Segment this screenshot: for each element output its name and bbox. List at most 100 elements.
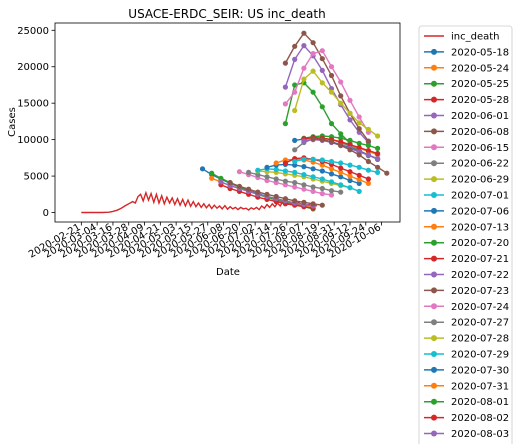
series-point: [356, 126, 362, 132]
legend-label: 2020-07-24: [451, 302, 509, 313]
legend-marker: [431, 351, 437, 357]
series-2020-08-10: [310, 136, 390, 176]
series-point: [301, 76, 307, 82]
legend-marker: [431, 223, 437, 230]
series-point: [301, 199, 307, 205]
series-point: [292, 137, 298, 143]
legend-label: 2020-05-28: [451, 95, 509, 106]
series-point: [301, 172, 307, 178]
legend-label: 2020-06-08: [451, 127, 509, 138]
series-point: [347, 177, 353, 184]
series-point: [328, 166, 335, 172]
legend-marker: [431, 160, 437, 167]
legend-label: 2020-06-15: [451, 143, 509, 154]
legend-label: 2020-08-02: [451, 413, 509, 424]
series-2020-06-15: [236, 169, 335, 198]
series-point: [282, 84, 288, 90]
series-line: [294, 158, 378, 174]
legend-marker: [431, 80, 437, 87]
series-point: [292, 43, 298, 49]
series-point: [365, 126, 371, 132]
series-point: [209, 175, 215, 181]
series-point: [319, 137, 325, 143]
legend-label: 2020-07-30: [451, 365, 509, 376]
series-point: [338, 100, 344, 106]
series-point: [292, 89, 298, 95]
series-point: [347, 110, 353, 116]
series-point: [356, 140, 362, 146]
legend-frame: [418, 25, 513, 444]
series-point: [301, 186, 307, 192]
series-2020-07-23: [282, 30, 371, 144]
series-point: [301, 43, 307, 49]
y-tick-label: 15000: [17, 99, 49, 110]
series-point: [347, 169, 353, 175]
chart-title: USACE-ERDC_SEIR: US inc_death: [128, 7, 325, 21]
plot-frame: [54, 22, 401, 223]
series-2020-07-06: [264, 161, 362, 186]
series-point: [356, 177, 362, 183]
series-point: [356, 114, 362, 120]
series-point: [375, 164, 381, 170]
series-point: [319, 80, 325, 86]
series-point: [384, 170, 390, 176]
series-point: [347, 117, 353, 123]
legend-label: 2020-07-22: [451, 270, 509, 281]
series-point: [310, 51, 316, 57]
series-point: [328, 188, 335, 194]
legend-label: 2020-07-28: [451, 334, 509, 345]
series-line: [284, 44, 369, 143]
legend-label: 2020-07-21: [451, 254, 509, 265]
series-point: [310, 184, 316, 190]
series-point: [319, 185, 325, 192]
series-point: [218, 175, 224, 181]
series-point: [375, 133, 381, 139]
series-point: [292, 180, 298, 186]
series-2020-06-22: [246, 169, 344, 195]
series-point: [218, 179, 224, 185]
series-point: [338, 142, 344, 149]
series-point: [292, 107, 298, 114]
series-point: [292, 162, 298, 168]
series-line: [294, 70, 379, 137]
legend-marker: [431, 128, 437, 135]
legend-marker: [431, 112, 437, 119]
series-point: [292, 158, 298, 165]
series-point: [264, 177, 270, 184]
series-point: [365, 142, 371, 149]
y-tick-label: 5000: [24, 172, 49, 183]
series-point: [356, 164, 362, 170]
series-point: [292, 56, 298, 63]
legend-label: 2020-07-23: [451, 286, 509, 297]
legend-marker: [431, 398, 437, 405]
y-tick-label: 25000: [17, 26, 49, 37]
series-point: [273, 160, 279, 166]
series-point: [319, 67, 325, 73]
series-point: [328, 171, 335, 177]
series-point: [338, 139, 344, 145]
series-point: [319, 176, 325, 182]
series-point: [365, 152, 371, 158]
legend-marker: [431, 303, 437, 310]
series-point: [365, 138, 371, 144]
legend-marker: [431, 366, 437, 373]
legend-label: 2020-08-03: [451, 429, 509, 440]
series-point: [282, 182, 288, 188]
series-point: [338, 131, 344, 137]
plot-lines: [81, 30, 390, 214]
series-point: [282, 196, 288, 202]
legend-label: 2020-08-01: [451, 397, 509, 408]
series-line: [284, 49, 369, 133]
legend-marker: [431, 335, 437, 342]
series-point: [264, 174, 270, 180]
series-point: [328, 179, 335, 185]
series-2020-07-29: [292, 156, 381, 175]
series-point: [347, 97, 353, 103]
series-point: [292, 184, 298, 190]
series-point: [310, 174, 316, 180]
series-point: [199, 166, 206, 172]
legend-marker: [431, 207, 437, 214]
series-point: [255, 167, 261, 173]
x-axis-label: Date: [216, 267, 240, 278]
series-point: [319, 162, 325, 168]
